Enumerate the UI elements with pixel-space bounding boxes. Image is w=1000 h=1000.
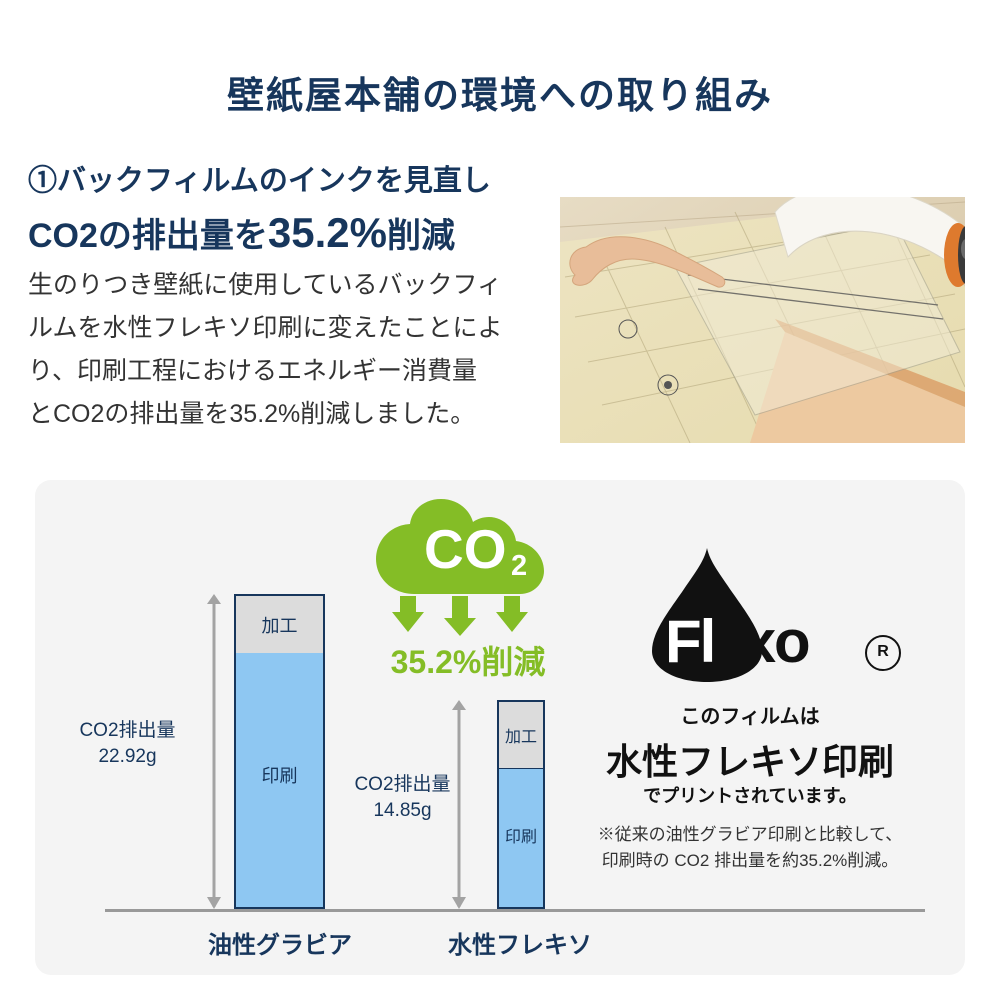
- svg-text:2: 2: [511, 550, 527, 582]
- svg-text:CO: CO: [424, 518, 507, 580]
